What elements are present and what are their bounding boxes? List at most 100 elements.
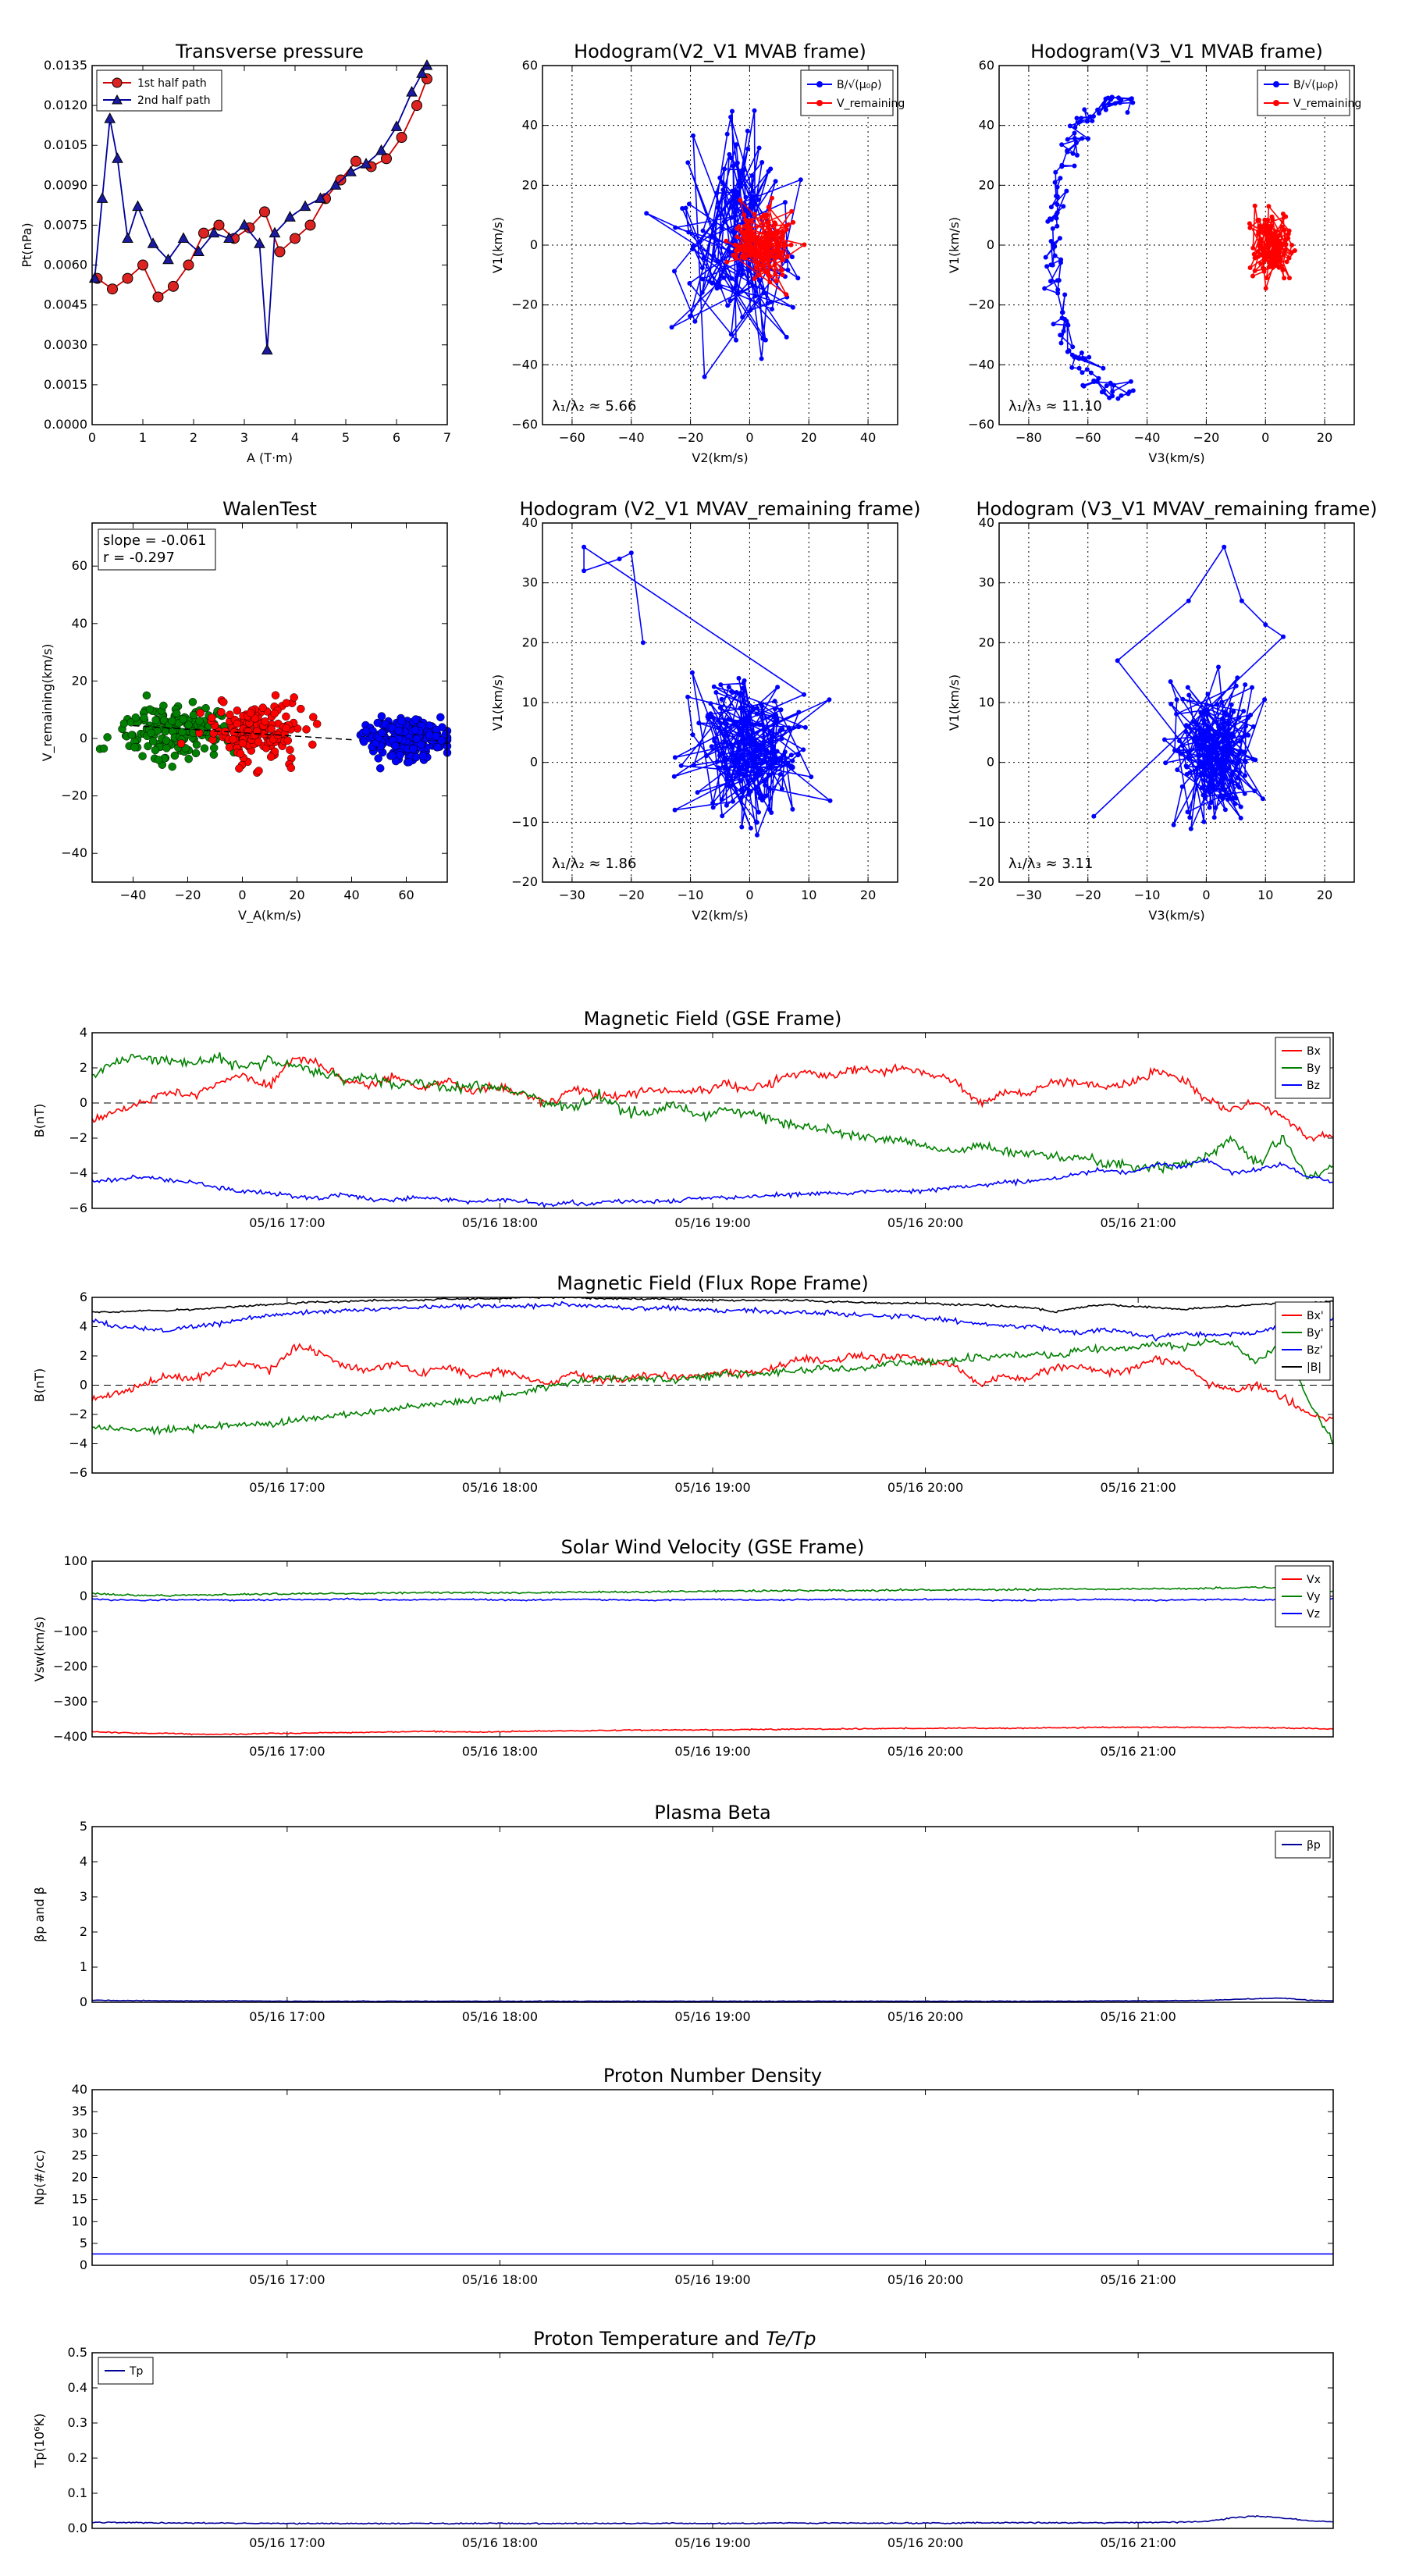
series-line-0: [91, 2515, 1334, 2525]
data-point: [1053, 169, 1058, 175]
x-tick-label: 3: [240, 430, 248, 445]
data-point: [738, 795, 744, 800]
x-tick-label: 6: [393, 430, 400, 445]
data-point: [99, 744, 108, 753]
data-point: [1229, 772, 1235, 777]
data-point: [1217, 794, 1222, 799]
data-point: [1211, 740, 1216, 745]
data-point: [739, 824, 745, 830]
plot-frame: [91, 1297, 1334, 1474]
data-point: [761, 246, 767, 251]
data-point: [745, 222, 751, 227]
data-point: [1209, 726, 1215, 731]
data-point: [762, 756, 767, 762]
legend-box: [800, 69, 894, 116]
data-point: [1279, 264, 1284, 269]
x-tick-label: 05/16 20:00: [887, 1215, 963, 1230]
y-axis-label: Vsw(km/s): [32, 1617, 47, 1681]
data-point: [1179, 751, 1184, 756]
data-point: [176, 739, 186, 748]
data-point: [716, 765, 721, 770]
y-tick-label: 10: [979, 695, 994, 710]
y-tick-label: −4: [69, 1165, 87, 1180]
data-point: [775, 685, 781, 690]
data-point: [735, 160, 740, 165]
data-point: [145, 705, 155, 713]
data-point: [779, 736, 784, 742]
data-point: [802, 242, 807, 247]
data-point: [1213, 731, 1218, 737]
data-point: [1174, 697, 1179, 703]
x-tick-label: −20: [1075, 888, 1101, 902]
data-point: [433, 742, 442, 752]
data-point: [1283, 237, 1289, 242]
data-point: [827, 697, 832, 703]
data-point: [711, 253, 717, 258]
data-point: [709, 744, 714, 749]
data-point: [728, 115, 734, 119]
y-tick-label: −10: [968, 814, 994, 829]
data-point: [795, 276, 801, 281]
data-point: [404, 757, 414, 767]
x-tick-label: 05/16 18:00: [462, 1744, 538, 1759]
data-point: [411, 715, 420, 724]
data-point: [1237, 738, 1243, 744]
data-point: [122, 232, 133, 243]
data-point: [154, 756, 163, 764]
data-point: [790, 758, 795, 763]
y-tick-label: 5: [80, 1819, 87, 1834]
data-point: [1082, 107, 1087, 112]
chart-title: Transverse pressure: [175, 41, 364, 62]
data-point: [714, 759, 720, 764]
y-tick-label: 2: [80, 1348, 87, 1363]
y-axis-label: Np(#/cc): [32, 2150, 47, 2205]
data-point: [801, 747, 806, 753]
data-point: [418, 752, 428, 760]
data-point: [786, 222, 791, 227]
y-tick-label: 0: [80, 1378, 87, 1393]
y-tick-label: 60: [522, 58, 538, 73]
data-point: [1214, 753, 1219, 758]
data-point: [1259, 237, 1264, 242]
data-point: [254, 738, 263, 746]
data-point: [688, 314, 693, 318]
stats-box: [98, 528, 216, 571]
data-point: [1050, 226, 1055, 231]
data-point: [1202, 795, 1208, 801]
series-line-0: [91, 1056, 1334, 1143]
data-point: [745, 128, 750, 133]
data-point: [759, 702, 763, 707]
data-point: [724, 777, 729, 782]
data-point: [1180, 696, 1186, 702]
data-point: [780, 272, 785, 278]
data-point: [754, 237, 759, 243]
y-tick-label: 2: [80, 1060, 87, 1075]
data-point: [1055, 202, 1060, 207]
data-point: [1247, 225, 1253, 230]
data-point: [1292, 248, 1297, 253]
data-point: [739, 263, 745, 269]
data-point: [1262, 697, 1268, 703]
data-point: [745, 268, 751, 273]
y-tick-label: −20: [968, 297, 994, 312]
data-point: [780, 249, 785, 254]
data-point: [753, 749, 759, 754]
data-point: [1277, 259, 1282, 265]
x-tick-label: 05/16 21:00: [1100, 1744, 1176, 1759]
data-point: [1209, 733, 1215, 738]
data-point: [1186, 724, 1191, 729]
data-point: [718, 682, 724, 688]
data-point: [1184, 764, 1190, 770]
x-tick-label: 05/16 21:00: [1100, 1215, 1176, 1230]
data-point: [752, 212, 757, 217]
data-point: [1273, 229, 1279, 234]
data-point: [266, 753, 276, 761]
data-point: [1262, 223, 1268, 229]
data-point: [397, 717, 406, 725]
y-axis-label: Pt(nPa): [20, 222, 34, 267]
legend-marker: [816, 100, 823, 106]
data-point: [690, 247, 695, 251]
data-point: [1272, 244, 1277, 250]
data-point: [1194, 722, 1200, 728]
x-tick-label: 05/16 21:00: [1100, 2535, 1176, 2550]
